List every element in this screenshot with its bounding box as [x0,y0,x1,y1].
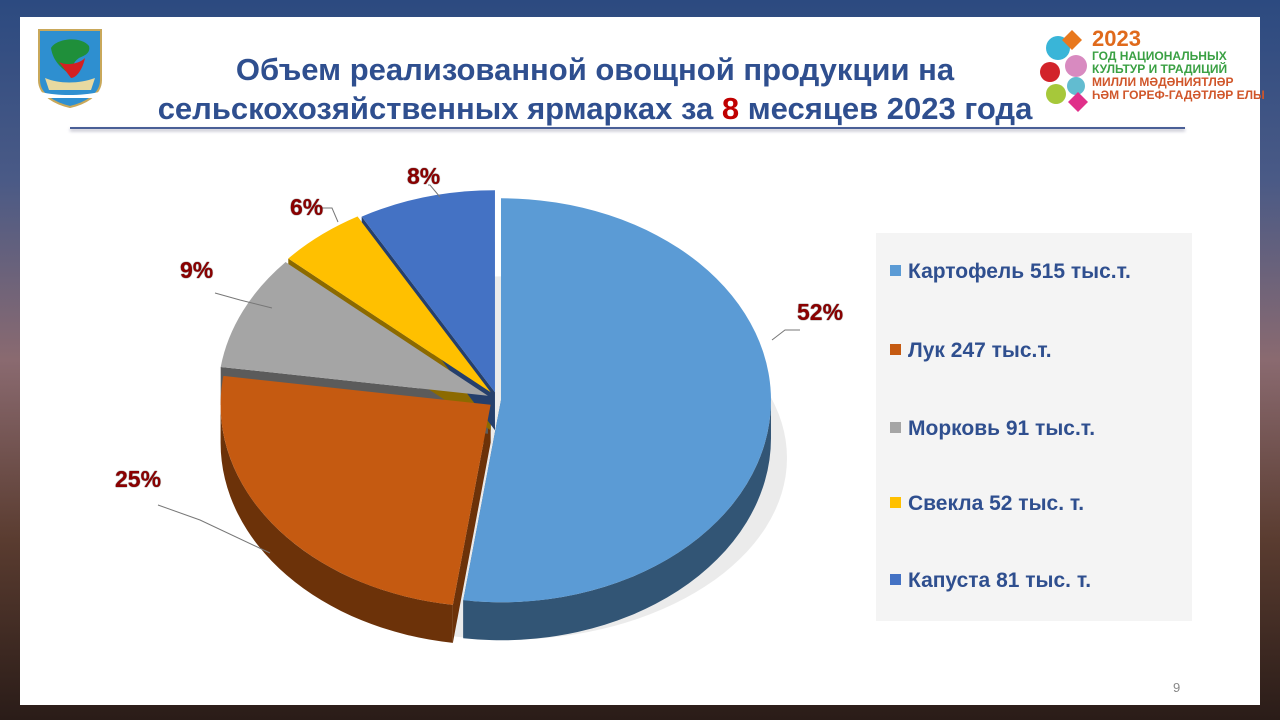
legend-item-potato: Картофель 515 тыс.т. [890,260,1131,284]
legend-label: Капуста 81 тыс. т. [908,569,1092,592]
slice-cabbage [361,190,495,393]
logo-line: ГОД НАЦИОНАЛЬНЫХ [1092,49,1227,63]
data-label-beet: 6% [290,194,324,220]
logo-text: 2023 ГОД НАЦИОНАЛЬНЫХ КУЛЬТУР И ТРАДИЦИЙ… [1092,28,1265,102]
title-text: сельскохозяйственных ярмарках за [157,91,722,126]
legend-item-beet: Свекла 52 тыс. т. [890,492,1084,516]
logo-year: 2023 [1092,26,1141,51]
data-label-onion: 25% [115,466,162,492]
legend-swatch [890,344,901,355]
page-number: 9 [1173,680,1181,695]
title-text-end: месяцев 2023 года [739,91,1033,126]
legend-swatch [890,265,901,276]
legend-item-cabbage: Капуста 81 тыс. т. [890,569,1091,593]
legend-label: Свекла 52 тыс. т. [908,492,1085,515]
leader-line-onion [157,504,271,554]
legend-label: Картофель 515 тыс.т. [908,260,1131,283]
title-line-2: сельскохозяйственных ярмарках за 8 месяц… [70,89,1120,128]
data-label-potato: 52% [797,299,844,325]
slice-wall-potato [463,400,771,641]
legend-swatch [890,422,901,433]
legend-label: Морковь 91 тыс.т. [908,417,1096,440]
slice-side-onion [452,404,491,643]
chart-legend: Картофель 515 тыс.т. Лук 247 тыс.т. Морк… [876,233,1192,621]
leader-line-beet [320,207,339,223]
legend-swatch [890,574,901,585]
logo-line: КУЛЬТУР И ТРАДИЦИЙ [1092,62,1228,76]
slice-onion [220,375,491,605]
city-coat-of-arms [38,29,102,108]
slice-wall-onion [220,404,453,643]
leader-line-cabbage [428,184,441,198]
legend-item-carrot: Морковь 91 тыс.т. [890,417,1095,441]
title-underline [70,127,1185,129]
leader-line-carrot [214,292,273,309]
year-of-cultures-logo-icon [1040,30,1088,112]
leader-line-potato [771,329,800,341]
title-line-1: Объем реализованной овощной продукции на [235,52,955,87]
logo-line: ҺӘМ ГОРЕФ-ГАДӘТЛӘР ЕЛЫ [1092,88,1265,102]
legend-label: Лук 247 тыс.т. [908,339,1052,362]
title-highlight: 8 [721,91,740,126]
data-label-cabbage: 8% [407,163,441,189]
legend-item-onion: Лук 247 тыс.т. [890,339,1052,363]
page-title: Объем реализованной овощной продукции на… [70,50,1120,128]
slice-beet [288,216,491,393]
slice-carrot [220,262,488,396]
data-label-carrot: 9% [180,257,214,283]
slice-potato [463,198,771,603]
logo-line: МИЛЛИ МӘДӘНИЯТЛӘР [1092,75,1234,89]
legend-swatch [890,497,901,508]
